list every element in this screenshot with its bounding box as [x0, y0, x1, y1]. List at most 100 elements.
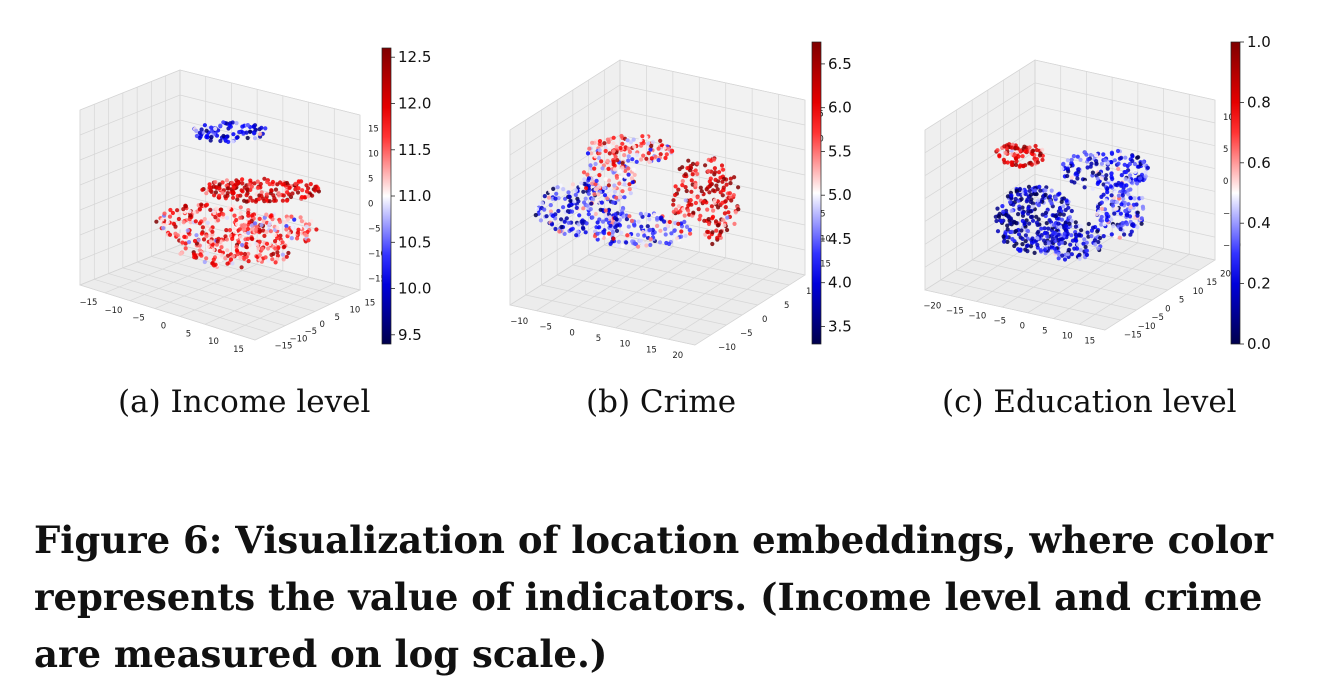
scatter-point — [576, 199, 581, 204]
scatter-point — [1119, 155, 1124, 160]
scatter-point — [1127, 161, 1132, 167]
scatter-point — [1014, 162, 1019, 167]
scatter-point — [635, 152, 640, 157]
scatter-point — [262, 176, 267, 181]
scatter-point — [1036, 217, 1041, 222]
scatter-point — [231, 185, 236, 190]
scatter-point — [994, 218, 999, 224]
scatter-point — [154, 219, 159, 224]
scatter-point — [1130, 222, 1136, 227]
scatter-point — [996, 214, 1002, 219]
scatter-point — [209, 125, 214, 130]
scatter-point — [656, 158, 661, 163]
scatter-point — [177, 225, 182, 230]
scatter-point — [632, 223, 637, 228]
scatter-point — [1038, 188, 1043, 193]
scatter-point — [257, 252, 262, 258]
scatter-point — [588, 207, 593, 212]
scatter-point — [646, 151, 651, 156]
y-tick-c-label: −5 — [1151, 313, 1164, 323]
scatter-point — [548, 189, 553, 194]
scatter-point — [1046, 241, 1051, 246]
scatter-point — [726, 210, 731, 215]
scatter-point — [715, 187, 720, 192]
scatter-point — [201, 237, 207, 242]
scatter-point — [614, 217, 619, 222]
scatter-point — [579, 181, 584, 186]
scatter-point — [1122, 162, 1127, 167]
scatter-point — [1104, 211, 1109, 216]
scatter-point — [285, 190, 290, 195]
colorbar-tick-label: 10.5 — [398, 233, 431, 251]
scatter-point — [276, 241, 281, 246]
scatter-point — [570, 182, 576, 187]
scatter-point — [1100, 189, 1105, 194]
scatter-point — [252, 131, 257, 136]
scatter-point — [245, 236, 250, 241]
scatter-point — [1140, 195, 1145, 201]
scatter-point — [1030, 204, 1035, 209]
scatter-point — [1001, 209, 1006, 214]
scatter-point — [270, 179, 275, 185]
scatter-point — [732, 221, 737, 226]
scatter-point — [162, 211, 167, 216]
scatter-point — [173, 224, 178, 229]
scatter-point — [610, 230, 615, 235]
scatter-point — [230, 139, 235, 144]
scatter-point — [603, 213, 608, 218]
scatter-point — [710, 230, 715, 235]
scatter-point — [728, 181, 733, 186]
scatter-point — [993, 214, 998, 219]
scatter-point — [258, 181, 263, 187]
scatter-point — [1079, 228, 1084, 233]
x-tick-a-label: −5 — [132, 314, 145, 324]
scatter-point — [1048, 198, 1053, 203]
scatter-point — [612, 183, 617, 188]
scatter-point — [1135, 213, 1140, 218]
scatter-point — [1133, 169, 1138, 174]
scatter-point — [235, 197, 240, 202]
scatter-point — [1135, 181, 1140, 186]
scatter-point — [562, 219, 567, 224]
scatter-point — [711, 188, 716, 193]
scatter-point — [238, 193, 243, 198]
scatter-point — [584, 221, 589, 226]
scatter-point — [1017, 186, 1023, 192]
scatter-point — [723, 205, 728, 210]
scatter-point — [717, 233, 722, 238]
colorbar-tick-label: 6.0 — [828, 99, 852, 117]
scatter-point — [1005, 194, 1010, 199]
z-tick-a-label: 15 — [368, 125, 379, 135]
scatter-point — [295, 236, 300, 241]
scatter-point — [240, 124, 245, 129]
scatter-point — [248, 178, 253, 183]
scatter-point — [583, 230, 588, 235]
scatter-point — [693, 200, 698, 206]
scatter-point — [1126, 192, 1131, 197]
scatter-point — [199, 202, 204, 207]
scatter-point — [1124, 169, 1129, 175]
scatter-point — [1112, 211, 1117, 216]
scatter-point — [1033, 188, 1038, 193]
scatter-point — [303, 232, 308, 237]
scatter-point — [238, 215, 243, 220]
x-tick-a-label: −15 — [80, 298, 98, 308]
scatter-point — [598, 207, 603, 212]
scatter-point — [300, 188, 305, 193]
scatter-point — [1088, 152, 1093, 158]
scatter-point — [280, 198, 285, 203]
scatter-point — [1132, 196, 1137, 201]
scatter-point — [680, 183, 685, 188]
scatter-point — [685, 166, 690, 171]
scatter-point — [1073, 224, 1078, 229]
scatter-point — [1085, 230, 1090, 235]
scatter-point — [295, 230, 301, 235]
scatter-point — [1103, 176, 1108, 181]
scatter-point — [273, 246, 278, 251]
scatter-point — [168, 207, 173, 213]
scatter-point — [681, 207, 686, 212]
scatter-point — [1053, 195, 1058, 200]
scatter-point — [573, 188, 578, 193]
scatter-point — [213, 215, 218, 220]
scatter-point — [272, 196, 277, 201]
